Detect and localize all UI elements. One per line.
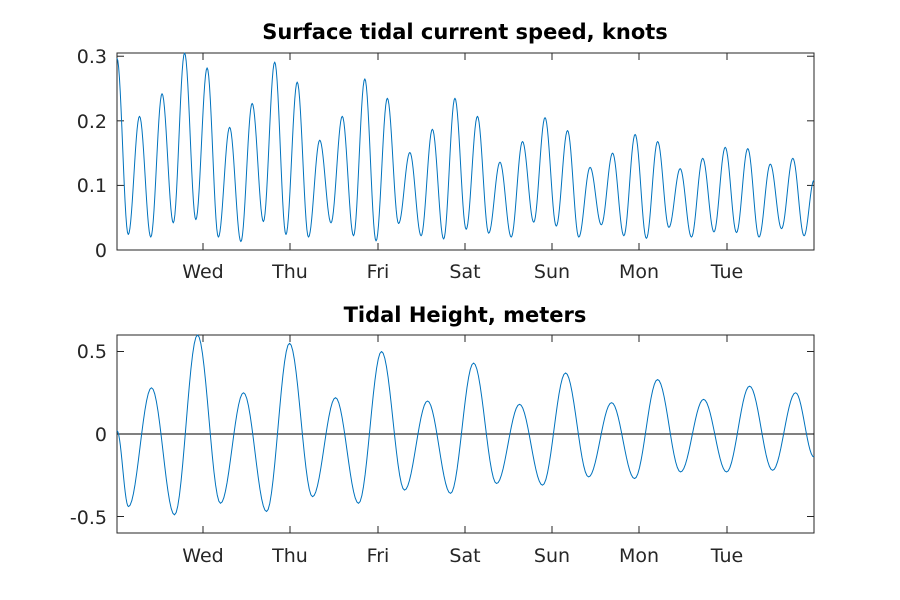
x-tick-label: Mon xyxy=(619,261,659,283)
y-tick-label: 0 xyxy=(95,240,107,262)
tidal-height-x-tick-labels: Wed Thu Fri Sat Sun Mon Tue xyxy=(182,545,743,567)
tidal-height-y-tick-labels: -0.5 0 0.5 xyxy=(70,341,107,529)
y-tick-label: 0.2 xyxy=(77,111,107,133)
x-tick-label: Thu xyxy=(271,261,308,283)
x-tick-label: Sat xyxy=(449,545,480,567)
current-speed-x-tick-labels: Wed Thu Fri Sat Sun Mon Tue xyxy=(182,261,743,283)
x-tick-label: Wed xyxy=(182,261,223,283)
current-speed-title: Surface tidal current speed, knots xyxy=(262,20,668,44)
x-tick-label: Sun xyxy=(534,545,570,567)
y-tick-label: 0.5 xyxy=(77,341,107,363)
current-speed-panel: Surface tidal current speed, knots 0 0.1… xyxy=(77,20,815,283)
x-tick-label: Fri xyxy=(367,261,390,283)
current-speed-series-line xyxy=(116,52,815,243)
x-tick-label: Wed xyxy=(182,545,223,567)
y-tick-label: 0.1 xyxy=(77,175,107,197)
x-tick-label: Thu xyxy=(271,545,308,567)
x-tick-label: Tue xyxy=(710,545,743,567)
x-tick-label: Sun xyxy=(534,261,570,283)
tidal-height-panel: Tidal Height, meters -0.5 0 0.5 Wed Thu … xyxy=(70,303,815,567)
x-tick-label: Sat xyxy=(449,261,480,283)
x-tick-label: Tue xyxy=(710,261,743,283)
x-tick-label: Mon xyxy=(619,545,659,567)
current-speed-ticks xyxy=(117,53,814,251)
y-tick-label: 0.3 xyxy=(77,46,107,68)
x-tick-label: Fri xyxy=(367,545,390,567)
y-tick-label: -0.5 xyxy=(70,507,107,529)
tidal-height-title: Tidal Height, meters xyxy=(344,303,587,327)
y-tick-label: 0 xyxy=(95,424,107,446)
tidal-height-series-line xyxy=(116,334,815,516)
current-speed-y-tick-labels: 0 0.1 0.2 0.3 xyxy=(77,46,107,262)
